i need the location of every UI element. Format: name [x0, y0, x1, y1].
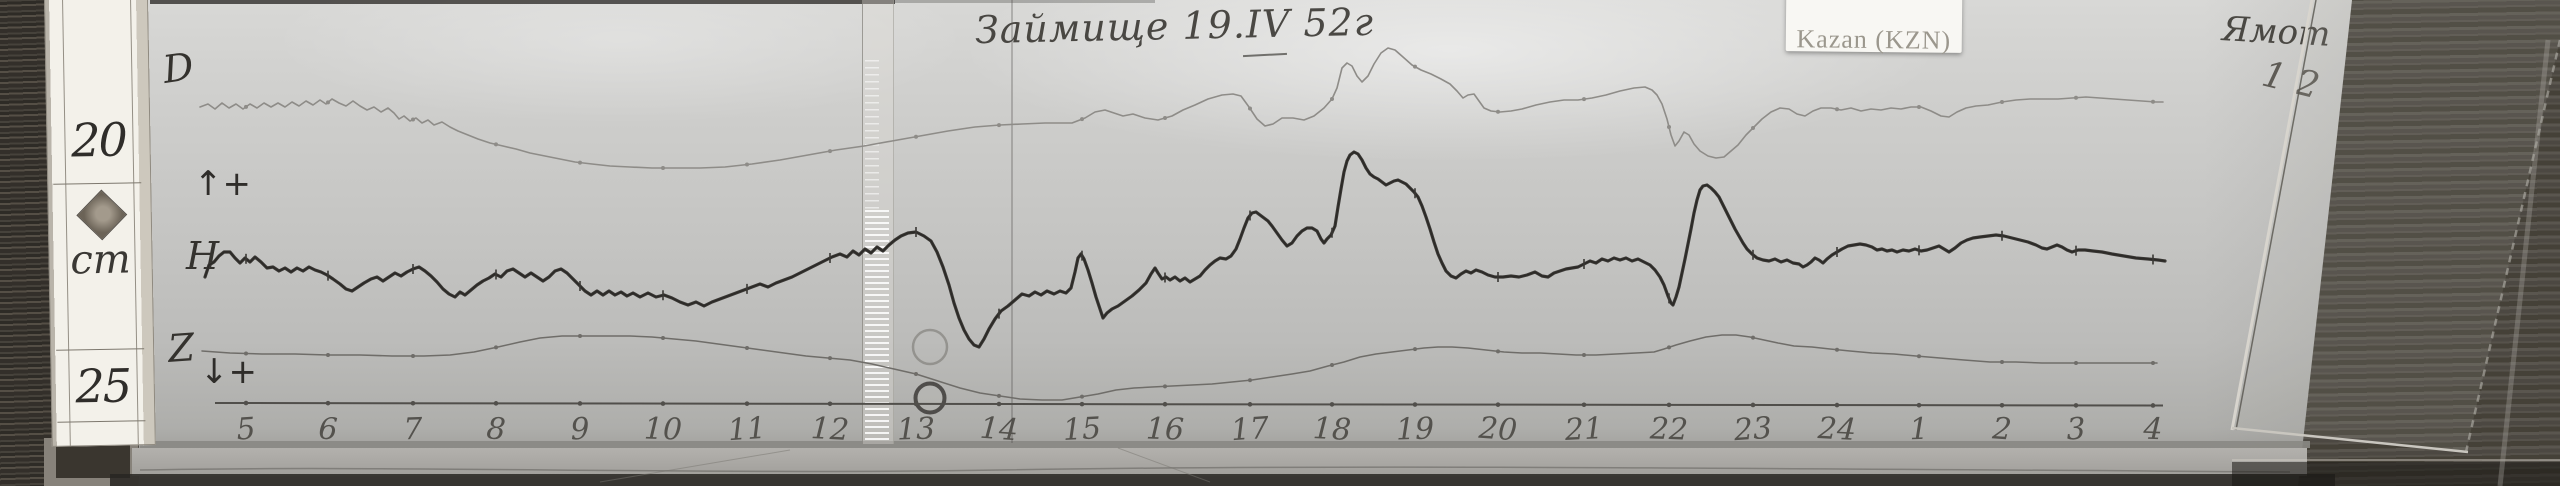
handwritten-title: Займище 19.IV 52г — [974, 0, 1375, 53]
ruler-ticks-upper — [865, 60, 879, 210]
transparent-ruler — [862, 0, 894, 444]
film-scale-number-20: 20 — [70, 112, 127, 168]
station-label: Kazan (KZN) — [1785, 0, 1963, 55]
z-polarity-arrow-icon: ↓+ — [200, 352, 257, 392]
ruler-ticks-lower — [865, 210, 889, 440]
paper-top-edge-shadow-faint — [895, 0, 1155, 3]
film-strip-divider — [53, 182, 142, 185]
film-strip-end-block-dark — [56, 444, 130, 478]
film-strip-divider — [56, 348, 145, 351]
trace-label-z: Z — [166, 325, 196, 371]
table-surface-band — [132, 448, 2307, 476]
diamond-logo-icon — [76, 189, 128, 241]
film-edge-strip: 20 cm 25 — [44, 0, 156, 447]
film-scale-number-25: 25 — [75, 358, 131, 414]
paper-bottom-edge-shadow — [140, 441, 2310, 448]
film-unit-label: cm — [70, 236, 132, 284]
h-polarity-arrow-icon: ↑+ — [194, 164, 251, 204]
trace-label-h: H — [186, 234, 220, 278]
paper-top-edge-shadow — [150, 0, 895, 4]
trace-label-d: D — [160, 44, 197, 92]
film-strip-divider — [57, 420, 146, 423]
table-edge-dark-band — [110, 474, 2335, 486]
